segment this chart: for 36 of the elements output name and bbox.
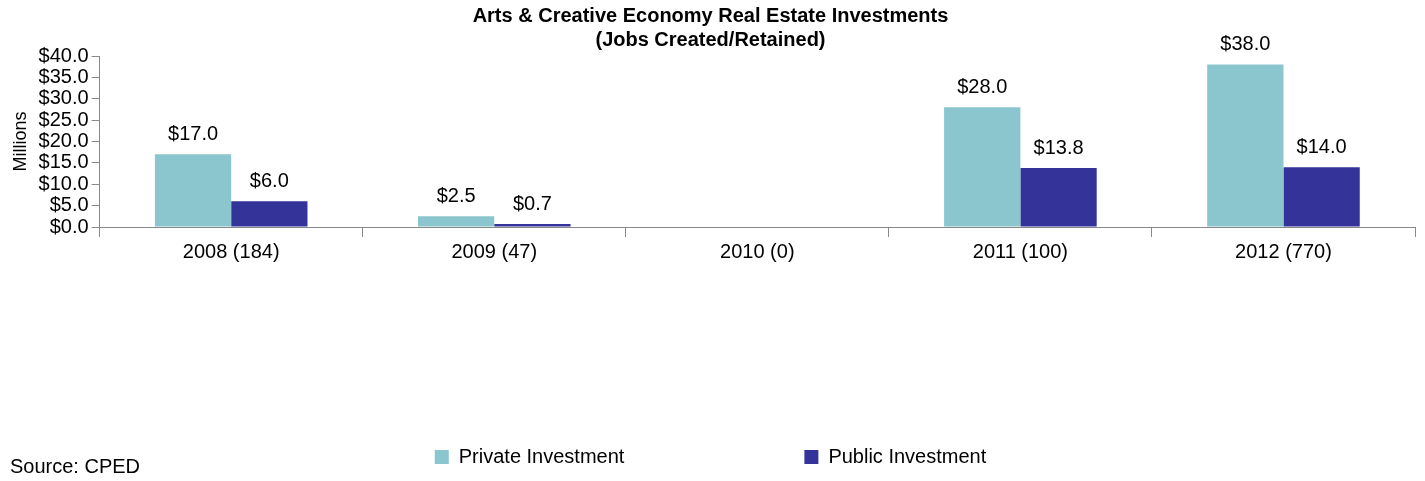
data-label: $13.8 [1033,135,1084,158]
y-tick-label: $25.0 [38,107,89,130]
x-tick-label: 2008 (184) [182,239,280,262]
bar [494,224,571,227]
legend-label: Private Investment [458,444,625,467]
text: Arts & Creative Economy Real Estate Investments [472,3,949,26]
bar [417,216,495,227]
bar [1020,168,1097,227]
data-label: $6.0 [249,168,289,191]
y-tick-label: $5.0 [49,193,89,216]
bar [944,107,1021,227]
x-tick-label: 2009 (47) [451,239,538,262]
y-tick-label: $20.0 [38,129,89,152]
y-tick-label: $30.0 [38,86,89,109]
bar [154,154,232,227]
source-note: Source: CPED [10,454,141,477]
x-tick-label: 2011 (100) [972,239,1069,262]
data-label: $0.7 [512,191,552,214]
bar [1283,167,1360,227]
legend-label: Public Investment [828,444,987,467]
y-tick-label: $0.0 [49,214,89,237]
bar [1207,64,1284,227]
data-label: $17.0 [168,121,219,144]
data-label: $14.0 [1296,134,1347,157]
data-label: $2.5 [436,183,476,206]
y-tick-label: $40.0 [38,43,89,66]
x-tick-label: 2010 (0) [720,239,795,262]
y-tick-label: $15.0 [38,150,89,173]
y-axis-title: Millions [9,111,30,172]
data-label: $38.0 [1220,32,1271,55]
data-label: $28.0 [957,74,1008,97]
y-tick-label: $10.0 [38,171,89,194]
bar [231,201,308,227]
text: (Jobs Created/Retained) [595,27,826,50]
y-tick-label: $35.0 [38,64,89,87]
x-tick-label: 2012 (770) [1235,239,1332,262]
